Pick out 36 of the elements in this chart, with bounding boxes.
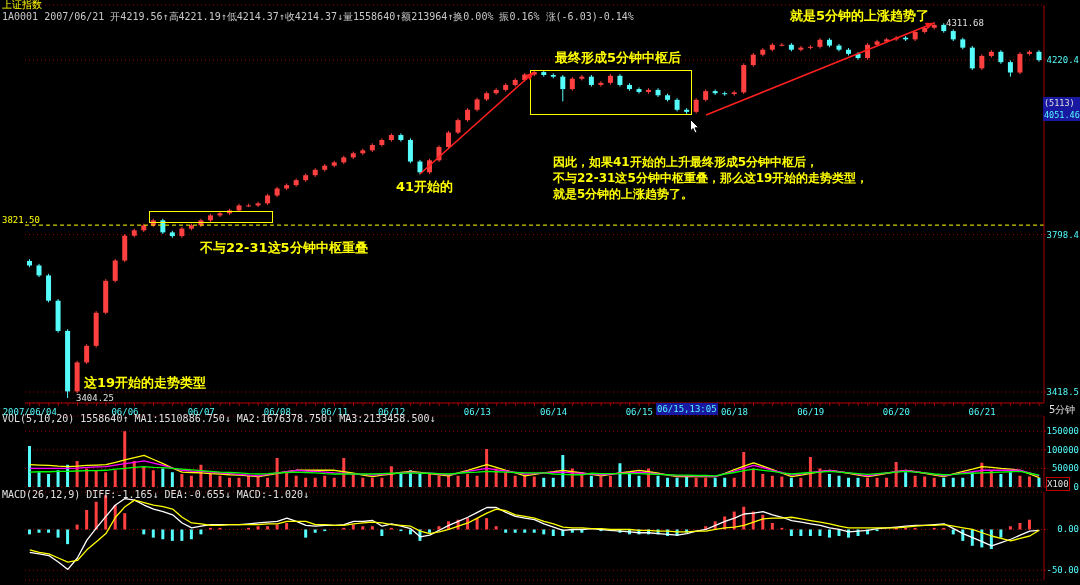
annotation: 就是5分钟的上涨趋势了: [790, 8, 930, 24]
x-tick-label: 06/21: [968, 407, 996, 417]
x-tick-label: 06/19: [797, 407, 825, 417]
x-tick-label: 06/14: [540, 407, 568, 417]
annotation: 不与22-31这5分钟中枢重叠: [200, 240, 368, 256]
y-tick-label: 0: [1073, 482, 1079, 492]
chart-title: 上证指数: [2, 0, 42, 11]
annotation: (5113): [1043, 97, 1080, 109]
annotation: 3404.25: [76, 392, 114, 404]
y-tick-label: 100000: [1046, 444, 1079, 455]
text: 1A0001 2007/06/21 开4219.56↑高4221.19↑低4214.37↑收4214.37↓量1558640↑额213964↑换0.00% 振0.16% 涨(-6.03)-0.14%: [2, 11, 634, 23]
y-tick-label: 4220.4: [1046, 54, 1079, 65]
text: 5分钟: [1049, 403, 1076, 416]
annotation: 不与22-31这5分钟中枢重叠，那么这19开始的走势类型，: [553, 171, 869, 186]
x-tick-label: 06/13: [463, 407, 491, 417]
ref-line-label: 3821.50: [2, 215, 40, 226]
x-tick-label: 06/20: [882, 407, 910, 417]
x-tick-label: 06/12: [378, 407, 406, 417]
text: 06/15,13:05: [656, 403, 718, 415]
annotation: 4051.46: [1043, 109, 1080, 121]
y-tick-label: 50000: [1051, 463, 1079, 474]
annotation: 最终形成5分钟中枢后: [555, 50, 682, 66]
y-tick-label: 3798.4: [1046, 229, 1079, 240]
chart-title: MACD(26,12,9) DIFF:-1.165↓ DEA:-0.655↓ MACD:-1.020↓: [2, 489, 310, 501]
y-tick-label: -50.00: [1046, 565, 1079, 576]
text: X100: [1046, 477, 1070, 491]
annotation: 因此，如果41开始的上升最终形成5分钟中枢后，: [553, 155, 819, 170]
y-tick-label: 150000: [1046, 426, 1079, 437]
y-tick-label: 3418.5: [1046, 387, 1079, 398]
annotation: 就是5分钟的上涨趋势了。: [553, 187, 694, 202]
annotation: 41开始的: [396, 179, 454, 196]
annotation: 这19开始的走势类型: [84, 375, 207, 391]
annotation: 4311.68: [946, 17, 984, 29]
x-tick-label: 06/18: [720, 407, 749, 417]
x-tick-label: 06/15: [625, 407, 653, 417]
y-tick-label: 0.00: [1057, 524, 1079, 535]
